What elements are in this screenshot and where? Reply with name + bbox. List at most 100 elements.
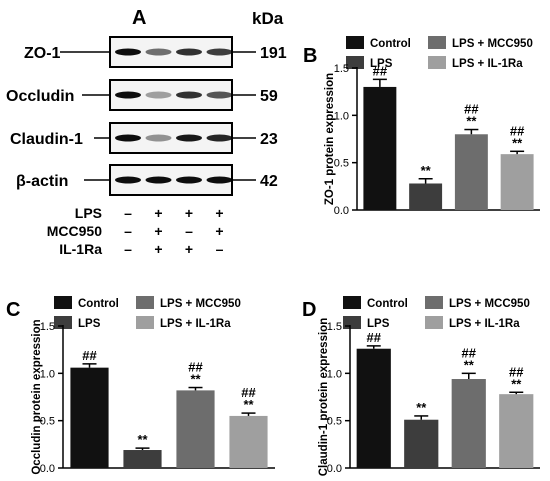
- significance-mark: ##: [241, 385, 256, 400]
- condition-label: IL-1Ra: [59, 241, 102, 257]
- blot-label: Claudin-1: [10, 131, 83, 148]
- y-tick-label: 1.5: [327, 321, 342, 333]
- bar: [409, 183, 443, 210]
- blot-kda-value: 23: [260, 131, 278, 148]
- condition-sign: +: [154, 241, 162, 257]
- significance-mark: ##: [462, 345, 477, 360]
- panel-d-chart: D Control LPS + MCC950 LPS LPS + IL-1Ra 0.0 0.…: [302, 296, 540, 476]
- blot-label: β-actin: [16, 173, 68, 190]
- legend-swatch: [346, 36, 364, 49]
- blot-label: ZO-1: [24, 45, 61, 62]
- blot-band: [145, 176, 172, 184]
- legend-label: LPS + IL-1Ra: [449, 318, 520, 330]
- panel-b-chart: B Control LPS + MCC950 LPS LPS + IL-1Ra 0.0 0.…: [303, 36, 540, 217]
- panel-letter: C: [6, 299, 20, 321]
- blot-band: [176, 48, 202, 56]
- bar: [356, 348, 391, 468]
- blot-band: [145, 91, 172, 99]
- legend-swatch: [136, 316, 154, 329]
- y-tick-label: 0.5: [327, 416, 342, 428]
- y-tick-label: 0.0: [40, 463, 55, 475]
- significance-mark: ##: [188, 360, 203, 375]
- significance-mark: **: [466, 114, 477, 129]
- bar: [229, 415, 268, 468]
- legend-swatch: [425, 316, 443, 329]
- bar: [123, 450, 162, 468]
- y-axis-label: ZO-1 protein expression: [324, 73, 336, 205]
- blot-band: [115, 91, 141, 99]
- y-tick-label: 1.0: [327, 368, 342, 380]
- blot-label: Occludin: [6, 88, 74, 105]
- legend-label: LPS + MCC950: [160, 298, 241, 310]
- legend-label: LPS: [367, 318, 390, 330]
- condition-sign: –: [216, 241, 224, 257]
- significance-mark: ##: [373, 63, 388, 78]
- panel-letter: B: [303, 45, 317, 67]
- blot-kda-value: 42: [260, 173, 278, 190]
- panel-letter: D: [302, 299, 316, 321]
- legend-swatch: [343, 296, 361, 309]
- panel-a-letter: A: [132, 7, 146, 29]
- bar: [499, 394, 534, 468]
- blot-band: [145, 48, 172, 56]
- blot-band: [176, 134, 202, 142]
- legend-label: Control: [367, 298, 408, 310]
- bar: [454, 134, 488, 210]
- y-tick-label: 0.0: [327, 463, 342, 475]
- legend-swatch: [54, 296, 72, 309]
- significance-mark: ##: [464, 102, 479, 117]
- panel-a-western-blot: A kDa ZO-1 191 Occludin 59 Claudin-1 23 β-acti…: [6, 7, 287, 257]
- blot-band: [206, 134, 233, 142]
- condition-label: MCC950: [47, 223, 102, 239]
- blot-band: [206, 91, 233, 99]
- condition-sign: –: [185, 223, 193, 239]
- kda-header: kDa: [252, 9, 284, 28]
- legend-swatch: [136, 296, 154, 309]
- bar: [363, 86, 397, 210]
- bar: [176, 390, 215, 468]
- significance-mark: **: [512, 135, 523, 150]
- condition-sign: –: [124, 205, 132, 221]
- legend-swatch: [428, 56, 446, 69]
- blot-kda-value: 59: [260, 88, 278, 105]
- condition-sign: +: [185, 205, 193, 221]
- legend-label: LPS + IL-1Ra: [160, 318, 231, 330]
- significance-mark: ##: [509, 364, 524, 379]
- blot-kda-value: 191: [260, 45, 287, 62]
- blot-band: [206, 176, 233, 184]
- condition-sign: –: [124, 223, 132, 239]
- significance-mark: ##: [367, 330, 382, 345]
- legend-label: LPS: [370, 58, 393, 70]
- condition-sign: +: [154, 205, 162, 221]
- condition-label: LPS: [75, 205, 102, 221]
- blot-band: [115, 134, 141, 142]
- significance-mark: **: [464, 357, 475, 372]
- legend-label: Control: [78, 298, 119, 310]
- bar: [404, 419, 439, 468]
- bar: [500, 154, 534, 210]
- condition-sign: +: [215, 205, 223, 221]
- legend-swatch: [346, 56, 364, 69]
- condition-sign: +: [215, 223, 223, 239]
- significance-mark: ##: [82, 348, 97, 363]
- bar: [451, 379, 486, 468]
- blot-band: [176, 176, 202, 184]
- significance-mark: **: [511, 376, 522, 391]
- legend-swatch: [428, 36, 446, 49]
- condition-sign: –: [124, 241, 132, 257]
- significance-mark: **: [190, 372, 201, 387]
- y-tick-label: 1.0: [334, 110, 349, 122]
- significance-mark: ##: [510, 123, 525, 138]
- blot-band: [145, 134, 172, 142]
- blot-band: [115, 48, 141, 56]
- legend-label: LPS: [78, 318, 101, 330]
- legend-label: Control: [370, 38, 411, 50]
- significance-mark: **: [416, 400, 427, 415]
- legend-label: LPS + IL-1Ra: [452, 58, 523, 70]
- y-tick-label: 1.0: [40, 368, 55, 380]
- significance-mark: **: [243, 397, 254, 412]
- y-tick-label: 1.5: [334, 63, 349, 75]
- panel-c-chart: C Control LPS + MCC950 LPS LPS + IL-1Ra 0.0 0.…: [6, 296, 275, 475]
- legend-swatch: [425, 296, 443, 309]
